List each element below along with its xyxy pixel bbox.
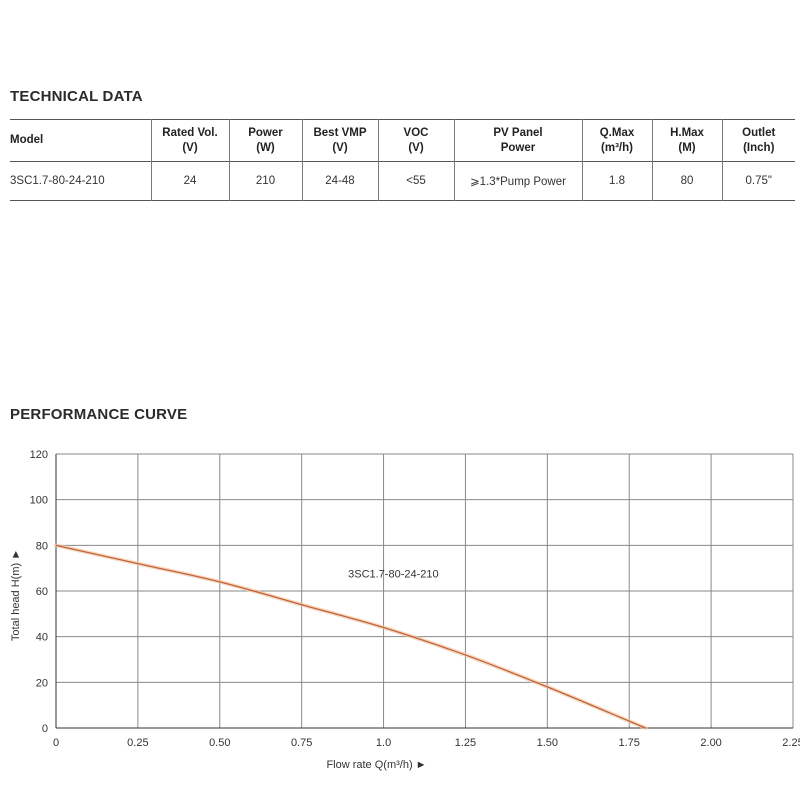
x-tick-label: 1.50 bbox=[537, 737, 558, 749]
performance-chart: 0 20 40 60 80 100 120 0 0.25 0.50 0.75 1.0 1.25 1.50 1… bbox=[10, 449, 800, 771]
chart-axes bbox=[55, 454, 793, 729]
y-tick-label: 0 bbox=[42, 723, 48, 735]
col-header-best-vmp: Best VMP (V) bbox=[301, 119, 378, 162]
x-tick-label: 0.25 bbox=[127, 737, 148, 749]
cell-h-max: 80 bbox=[651, 161, 722, 201]
cell-rated-voltage: 24 bbox=[150, 161, 229, 201]
cell-voc: <55 bbox=[377, 161, 454, 201]
col-header-h-max: H.Max (M) bbox=[651, 119, 722, 162]
y-tick-label: 20 bbox=[36, 677, 48, 689]
table-row: 3SC1.7-80-24-210 24 210 24-48 <55 ⩾1.3*P… bbox=[10, 161, 795, 201]
chart-grid bbox=[55, 453, 794, 729]
col-header-outlet: Outlet (Inch) bbox=[721, 119, 795, 162]
y-tick-label: 80 bbox=[36, 540, 48, 552]
y-tick-label: 100 bbox=[30, 495, 48, 507]
y-tick-label: 40 bbox=[36, 632, 48, 644]
series-label: 3SC1.7-80-24-210 bbox=[348, 568, 439, 580]
cell-q-max: 1.8 bbox=[581, 161, 652, 201]
x-axis-label: Flow rate Q(m³/h) ► bbox=[326, 759, 426, 771]
cell-model: 3SC1.7-80-24-210 bbox=[10, 175, 105, 187]
x-tick-label: 1.0 bbox=[376, 737, 391, 749]
x-tick-label: 2.00 bbox=[700, 737, 721, 749]
col-header-power: Power (W) bbox=[228, 119, 302, 162]
y-axis-label: Total head H(m) ► bbox=[10, 549, 22, 641]
x-tick-label: 2.25 bbox=[782, 737, 800, 749]
technical-data-table: Model Rated Vol. (V) Power (W) Best VMP (V)… bbox=[10, 119, 795, 201]
x-tick-label: 0.50 bbox=[209, 737, 230, 749]
y-tick-label: 120 bbox=[30, 449, 48, 461]
col-header-model: Model bbox=[10, 134, 44, 146]
col-header-pv-panel-power: PV Panel Power bbox=[453, 119, 582, 162]
cell-best-vmp: 24-48 bbox=[301, 161, 378, 201]
col-header-rated-voltage: Rated Vol. (V) bbox=[150, 119, 229, 162]
col-header-q-max: Q.Max (m³/h) bbox=[581, 119, 652, 162]
table-header-row: Model Rated Vol. (V) Power (W) Best VMP (V)… bbox=[10, 119, 795, 162]
technical-data-title: TECHNICAL DATA bbox=[10, 88, 143, 105]
x-tick-label: 0 bbox=[53, 737, 59, 749]
x-tick-label: 1.75 bbox=[619, 737, 640, 749]
cell-outlet: 0.75" bbox=[721, 161, 795, 201]
x-tick-label: 1.25 bbox=[455, 737, 476, 749]
y-tick-label: 60 bbox=[36, 586, 48, 598]
cell-pv-panel-power: ⩾1.3*Pump Power bbox=[453, 161, 582, 201]
chart-labels: 0 20 40 60 80 100 120 0 0.25 0.50 0.75 1.0 1.25 1.50 1… bbox=[10, 449, 800, 771]
series-line bbox=[55, 544, 646, 729]
chart-series bbox=[54, 543, 648, 730]
x-tick-label: 0.75 bbox=[291, 737, 312, 749]
col-header-voc: VOC (V) bbox=[377, 119, 454, 162]
cell-power: 210 bbox=[228, 161, 302, 201]
performance-curve-title: PERFORMANCE CURVE bbox=[10, 406, 188, 423]
